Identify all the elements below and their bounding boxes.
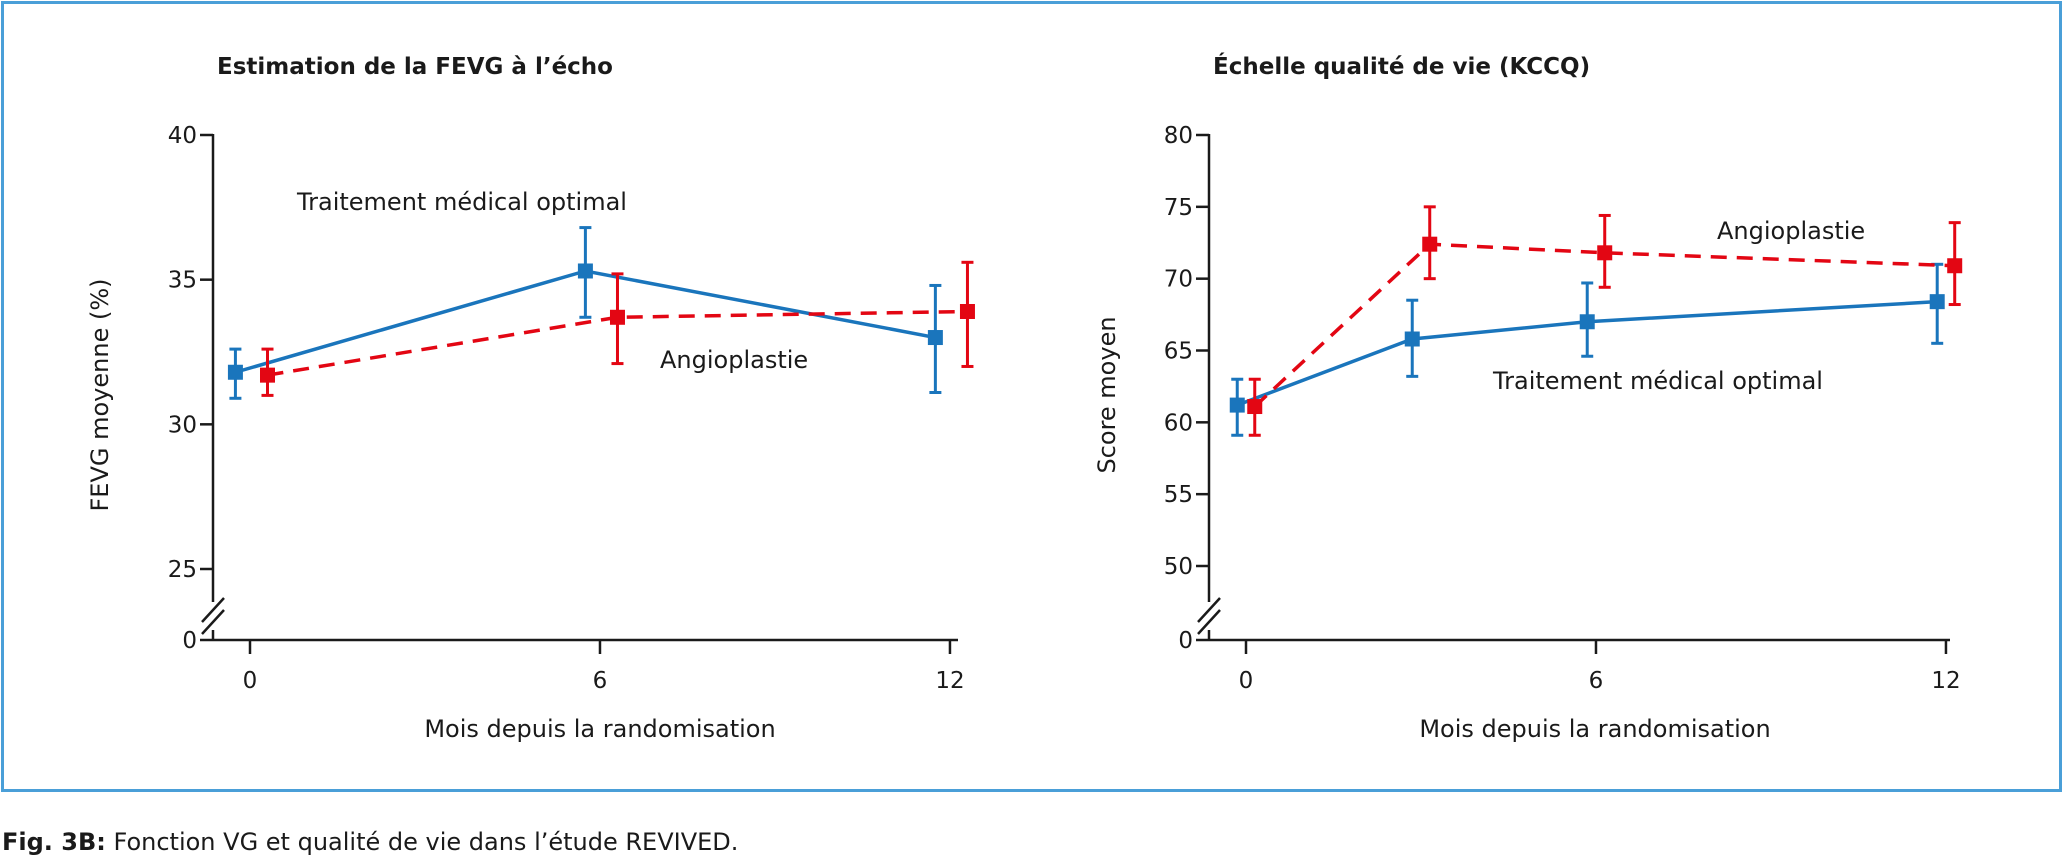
kccq-data-point-angioplastie xyxy=(1422,236,1438,252)
fevg-data-point-angioplastie xyxy=(609,309,625,325)
fevg-data-point-angioplastie xyxy=(259,367,275,383)
fevg-y-axis-label: FEVG moyenne (%) xyxy=(86,279,114,512)
fevg-annotation-angioplastie: Angioplastie xyxy=(660,346,808,374)
kccq-data-point-medical xyxy=(1579,314,1595,330)
kccq-x-axis-label: Mois depuis la randomisation xyxy=(1419,715,1770,743)
kccq-data-point-medical xyxy=(1929,294,1945,310)
fevg-x-tick-label: 0 xyxy=(243,668,258,694)
kccq-y-tick-label: 50 xyxy=(1164,554,1193,580)
kccq-x-tick-label: 0 xyxy=(1239,668,1254,694)
fevg-y-tick-label: 25 xyxy=(168,557,197,583)
fevg-x-tick-label: 6 xyxy=(593,668,608,694)
kccq-y-tick-label: 60 xyxy=(1164,410,1193,436)
fevg-y-tick-label: 35 xyxy=(168,268,197,294)
kccq-series-line-medical xyxy=(1236,299,1938,407)
fevg-chart-title: Estimation de la FEVG à l’écho xyxy=(217,54,613,80)
kccq-data-point-angioplastie xyxy=(1597,245,1613,261)
kccq-axis-break-mark xyxy=(1197,597,1221,623)
kccq-data-point-angioplastie xyxy=(1947,258,1963,274)
kccq-y-tick-label: 75 xyxy=(1164,195,1193,221)
kccq-annotation-angioplastie: Angioplastie xyxy=(1717,217,1865,245)
kccq-chart-title: Échelle qualité de vie (KCCQ) xyxy=(1213,52,1590,80)
kccq-data-point-medical xyxy=(1404,331,1420,347)
kccq-y-tick-label: 80 xyxy=(1164,123,1193,149)
kccq-y-axis-label: Score moyen xyxy=(1093,316,1121,473)
kccq-y-tick-label: 70 xyxy=(1164,267,1193,293)
fevg-x-axis-label: Mois depuis la randomisation xyxy=(424,715,775,743)
fevg-data-point-medical xyxy=(927,330,943,346)
fevg-y-tick-label: 40 xyxy=(168,123,197,149)
kccq-panel: Échelle qualité de vie (KCCQ) Score moye… xyxy=(1093,52,1963,743)
kccq-data-point-medical xyxy=(1229,397,1245,413)
fevg-series-line-angioplastie xyxy=(267,309,968,377)
fevg-data-point-medical xyxy=(227,364,243,380)
fevg-panel: Estimation de la FEVG à l’écho FEVG moye… xyxy=(86,54,975,743)
fevg-data-point-angioplastie xyxy=(959,303,975,319)
kccq-annotation-medical: Traitement médical optimal xyxy=(1492,367,1823,395)
fevg-x-tick-label: 12 xyxy=(935,668,964,694)
figure-frame xyxy=(1,1,2062,792)
kccq-y-tick-label: 0 xyxy=(1178,628,1193,654)
kccq-series-line-angioplastie xyxy=(1253,242,1955,408)
kccq-data-point-angioplastie xyxy=(1247,399,1263,415)
kccq-axis-break-mark xyxy=(1197,609,1221,635)
caption-text: Fonction VG et qualité de vie dans l’étu… xyxy=(105,828,739,856)
fevg-axis-break-mark xyxy=(201,609,225,635)
caption-label: Fig. 3B: xyxy=(2,828,106,856)
fevg-y-tick-label: 0 xyxy=(182,628,197,654)
figure-caption: Fig. 3B: Fonction VG et qualité de vie d… xyxy=(2,828,738,856)
fevg-axis-break-mark xyxy=(201,597,225,623)
charts-area: Estimation de la FEVG à l’écho FEVG moye… xyxy=(86,52,1963,743)
kccq-x-tick-label: 12 xyxy=(1931,668,1960,694)
kccq-y-tick-label: 55 xyxy=(1164,482,1193,508)
kccq-y-tick-label: 65 xyxy=(1164,339,1193,365)
fevg-annotation-medical: Traitement médical optimal xyxy=(296,188,627,216)
fevg-data-point-medical xyxy=(577,263,593,279)
fevg-y-tick-label: 30 xyxy=(168,412,197,438)
kccq-x-tick-label: 6 xyxy=(1589,668,1604,694)
